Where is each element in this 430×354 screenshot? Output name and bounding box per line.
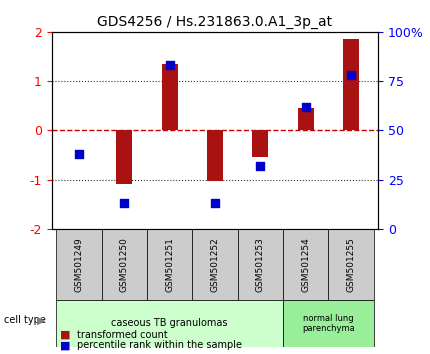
FancyBboxPatch shape bbox=[283, 229, 329, 300]
FancyBboxPatch shape bbox=[56, 300, 283, 347]
FancyBboxPatch shape bbox=[329, 229, 374, 300]
Text: GSM501249: GSM501249 bbox=[74, 237, 83, 292]
Bar bbox=[298, 108, 314, 130]
Point bbox=[212, 200, 218, 206]
Point bbox=[121, 200, 128, 206]
Point bbox=[302, 104, 309, 109]
Bar bbox=[116, 130, 132, 184]
Point bbox=[166, 63, 173, 68]
Text: GSM501253: GSM501253 bbox=[256, 237, 265, 292]
Bar bbox=[252, 130, 268, 158]
FancyBboxPatch shape bbox=[56, 229, 101, 300]
Text: ▶: ▶ bbox=[37, 315, 45, 325]
Text: GSM501254: GSM501254 bbox=[301, 237, 310, 292]
Text: caseous TB granulomas: caseous TB granulomas bbox=[111, 318, 228, 328]
Text: cell type: cell type bbox=[4, 315, 46, 325]
Bar bbox=[343, 39, 359, 130]
FancyBboxPatch shape bbox=[283, 300, 374, 347]
Text: normal lung
parenchyma: normal lung parenchyma bbox=[302, 314, 355, 333]
Text: GSM501250: GSM501250 bbox=[120, 237, 129, 292]
Text: GSM501255: GSM501255 bbox=[347, 237, 356, 292]
FancyBboxPatch shape bbox=[101, 229, 147, 300]
Text: GSM501251: GSM501251 bbox=[165, 237, 174, 292]
Title: GDS4256 / Hs.231863.0.A1_3p_at: GDS4256 / Hs.231863.0.A1_3p_at bbox=[98, 16, 332, 29]
FancyBboxPatch shape bbox=[192, 229, 238, 300]
Text: transformed count: transformed count bbox=[77, 330, 168, 339]
Point bbox=[257, 163, 264, 169]
Bar bbox=[207, 130, 223, 181]
Text: GSM501252: GSM501252 bbox=[211, 237, 219, 292]
Text: ■: ■ bbox=[60, 340, 71, 350]
Point bbox=[75, 151, 82, 157]
Text: percentile rank within the sample: percentile rank within the sample bbox=[77, 340, 243, 350]
FancyBboxPatch shape bbox=[147, 229, 192, 300]
Bar bbox=[162, 64, 178, 130]
FancyBboxPatch shape bbox=[238, 229, 283, 300]
Text: ■: ■ bbox=[60, 330, 71, 339]
Point bbox=[348, 72, 355, 78]
